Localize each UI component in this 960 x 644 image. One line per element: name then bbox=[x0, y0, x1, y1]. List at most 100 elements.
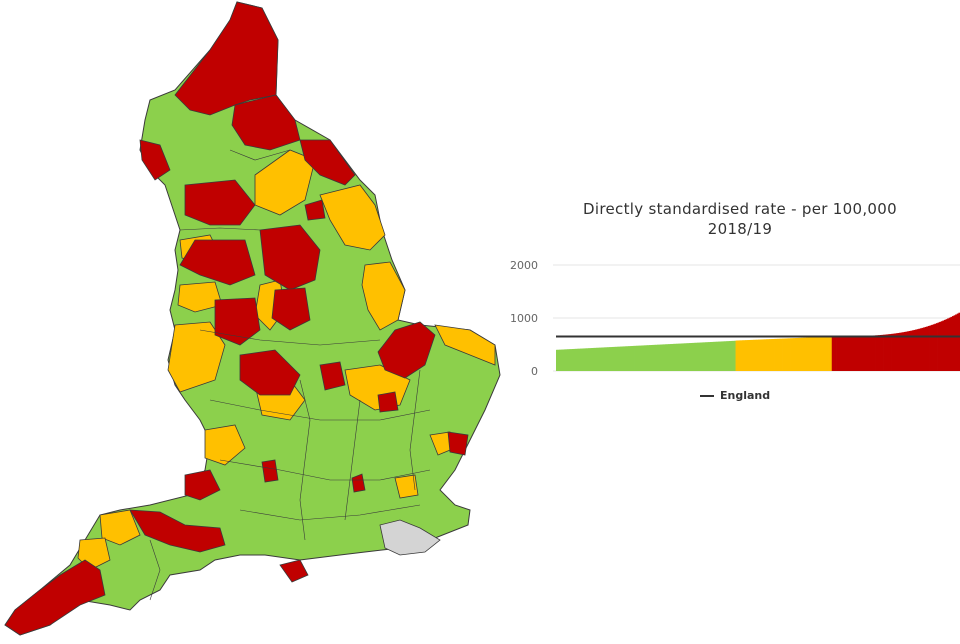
chart-bar bbox=[833, 336, 836, 371]
chart-bar bbox=[580, 348, 583, 371]
chart-bar bbox=[690, 342, 693, 371]
map-region-red-birmingham[interactable] bbox=[239, 349, 301, 396]
chart-bar bbox=[626, 346, 629, 371]
map-region-amber-london-s[interactable] bbox=[394, 474, 419, 499]
chart-bar bbox=[754, 339, 757, 371]
map-region-amber-glos[interactable] bbox=[204, 424, 246, 466]
map-region-red-london[interactable] bbox=[351, 473, 366, 493]
chart-bar bbox=[748, 339, 751, 371]
chart-bar bbox=[737, 340, 740, 371]
map-region-amber-shropshire[interactable] bbox=[167, 321, 226, 393]
chart-bar bbox=[913, 329, 916, 371]
chart-bar bbox=[594, 347, 597, 371]
map-region-red-manchester[interactable] bbox=[179, 239, 256, 286]
chart-bar bbox=[564, 349, 567, 371]
map-region-amber-devon-n[interactable] bbox=[99, 509, 141, 546]
map-region-red-somerset[interactable] bbox=[129, 509, 226, 553]
chart-bar bbox=[879, 334, 882, 371]
chart-bar bbox=[589, 348, 592, 371]
chart-bar bbox=[873, 335, 876, 371]
map-region-red-west-yorks[interactable] bbox=[259, 224, 321, 291]
chart-bar bbox=[931, 324, 934, 371]
map-region-amber-yorkshire-coast[interactable] bbox=[319, 184, 386, 251]
chart-bar bbox=[867, 335, 870, 371]
chart-bar bbox=[889, 334, 892, 371]
chart-bar bbox=[791, 338, 794, 371]
chart-bar bbox=[769, 339, 772, 371]
chart-bar bbox=[826, 336, 829, 371]
map-region-red-notts[interactable] bbox=[319, 361, 346, 391]
map-region-red-south-yorks[interactable] bbox=[271, 287, 311, 331]
chart-bar bbox=[658, 344, 661, 371]
chart-bar bbox=[562, 349, 565, 371]
chart-bar bbox=[719, 341, 722, 371]
chart-bar bbox=[894, 333, 897, 371]
chart-bar bbox=[556, 349, 558, 371]
map-region-red-wilts[interactable] bbox=[261, 459, 279, 483]
chart-bar bbox=[782, 338, 785, 371]
chart-bar bbox=[628, 346, 631, 371]
map-region-red-bristol[interactable] bbox=[184, 469, 221, 501]
chart-bar bbox=[583, 348, 586, 371]
chart-bar bbox=[834, 336, 837, 371]
chart-bar bbox=[684, 343, 687, 371]
chart-bar bbox=[716, 341, 719, 371]
chart-bar bbox=[895, 333, 898, 371]
chart-bar bbox=[559, 349, 562, 371]
chart-bar bbox=[822, 336, 825, 371]
map-region-red-lancashire[interactable] bbox=[184, 179, 256, 226]
chart-bar bbox=[948, 317, 951, 371]
map-region-red-cornwall[interactable] bbox=[4, 559, 106, 636]
chart-bar bbox=[733, 340, 736, 371]
chart-bar bbox=[923, 327, 926, 371]
map-region-red-wash[interactable] bbox=[377, 321, 436, 379]
chart-bar bbox=[677, 343, 680, 371]
chart-bar bbox=[908, 330, 911, 371]
map-region-amber-cheshire[interactable] bbox=[177, 281, 223, 313]
england-map[interactable] bbox=[0, 0, 520, 640]
map-region-red-stoke[interactable] bbox=[214, 297, 261, 346]
map-red-regions[interactable] bbox=[4, 1, 469, 636]
chart-bar bbox=[806, 337, 809, 371]
map-region-red-teesside[interactable] bbox=[299, 139, 356, 186]
chart-bar bbox=[698, 342, 701, 371]
chart-bar bbox=[915, 329, 918, 371]
map-region-amber-norfolk[interactable] bbox=[434, 324, 496, 366]
chart-bar bbox=[671, 343, 674, 371]
boundary-line bbox=[409, 369, 421, 491]
chart-bar bbox=[924, 326, 927, 371]
chart-bar bbox=[668, 344, 671, 371]
chart-bar bbox=[618, 346, 621, 371]
chart-bar bbox=[674, 343, 677, 371]
chart-bar bbox=[943, 319, 946, 371]
map-region-red-hull[interactable] bbox=[304, 199, 326, 221]
map-region-red-bedford[interactable] bbox=[377, 391, 399, 413]
map-region-amber-lincs[interactable] bbox=[361, 261, 406, 331]
map-region-red-northumberland[interactable] bbox=[174, 1, 279, 116]
chart-bar bbox=[852, 336, 855, 371]
chart-bar bbox=[855, 336, 858, 371]
chart-bar bbox=[825, 336, 828, 371]
chart-bar bbox=[570, 349, 573, 371]
chart-bar bbox=[724, 341, 727, 371]
chart-bar bbox=[783, 338, 786, 371]
map-region-red-essex[interactable] bbox=[447, 431, 469, 456]
choropleth-map[interactable] bbox=[0, 0, 520, 640]
chart-bar bbox=[632, 345, 635, 371]
chart-bar bbox=[650, 345, 653, 371]
chart-bar bbox=[697, 342, 700, 371]
chart-bar bbox=[818, 337, 821, 371]
map-region-red-cumbria-coast[interactable] bbox=[139, 139, 171, 181]
chart-bar bbox=[602, 347, 605, 371]
map-region-red-tyne[interactable] bbox=[231, 94, 301, 151]
chart-bar bbox=[565, 349, 568, 371]
chart-bar bbox=[844, 336, 847, 371]
chart-bar bbox=[714, 341, 717, 371]
chart-bar bbox=[875, 335, 878, 371]
chart-bar bbox=[891, 333, 894, 371]
chart-legend[interactable]: England bbox=[700, 389, 770, 402]
chart-bar bbox=[644, 345, 647, 371]
map-region-red-dorset[interactable] bbox=[279, 559, 309, 583]
map-region-grey[interactable] bbox=[379, 519, 441, 556]
chart-bar bbox=[921, 327, 924, 371]
